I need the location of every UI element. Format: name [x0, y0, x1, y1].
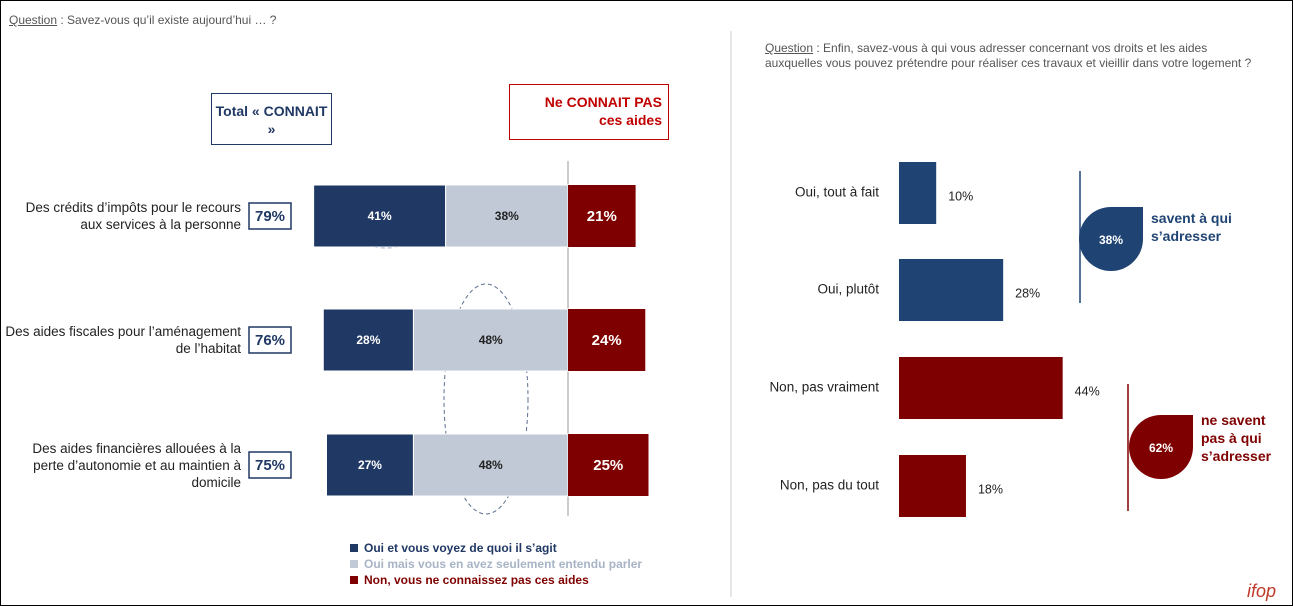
- bar-segment: [412, 433, 569, 497]
- value-label: 28%: [1015, 286, 1040, 300]
- category-label: Des crédits d’impôts pour le recours aux…: [25, 200, 241, 232]
- group-value: 62%: [1149, 441, 1173, 455]
- bar-segment: [412, 308, 569, 372]
- bar-segment: [445, 184, 569, 248]
- legend-item: Oui et vous voyez de quoi il s’agit: [350, 541, 557, 555]
- total-box: [248, 202, 292, 230]
- value-label: 38%: [495, 209, 519, 223]
- category-label: Oui, plutôt: [817, 282, 879, 297]
- legend-swatch: [350, 576, 358, 584]
- question: Question : Enfin, savez-vous à qui vous …: [765, 41, 1265, 71]
- bar-segment: [568, 185, 636, 247]
- category-label: Non, pas vraiment: [769, 380, 879, 395]
- bar: [899, 259, 1004, 321]
- value-label: 21%: [587, 208, 617, 225]
- bar: [899, 455, 966, 517]
- total-label: 76%: [255, 332, 285, 349]
- negative-header: Ne CONNAIT PAS ces aides: [509, 84, 669, 140]
- question-text: : Savez-vous qu’il existe aujourd’hui … …: [57, 13, 277, 27]
- value-label: 28%: [356, 333, 380, 347]
- legend-label: Oui et vous voyez de quoi il s’agit: [364, 541, 557, 555]
- bar-segment: [322, 308, 414, 372]
- bar-segment: [568, 309, 646, 371]
- category-label: Oui, tout à fait: [795, 185, 879, 200]
- question-label: Question: [9, 13, 58, 27]
- highlight: [443, 283, 529, 515]
- group-label: ne savent pas à qui s’adresser: [1201, 412, 1272, 464]
- total-label: 75%: [255, 457, 285, 474]
- question-label: Question: [765, 41, 814, 55]
- legend-item: Oui mais vous en avez seulement entendu …: [350, 557, 642, 571]
- value-label: 25%: [593, 457, 623, 474]
- total-box: [248, 326, 292, 354]
- legend-label: Oui mais vous en avez seulement entendu …: [364, 557, 643, 571]
- logo: ifop: [1246, 581, 1276, 601]
- question: Question : Savez-vous qu’il existe aujou…: [9, 13, 276, 27]
- bar-segment: [568, 434, 649, 496]
- group-badge: [1129, 415, 1193, 479]
- bar-segment: [313, 184, 447, 248]
- value-label: 48%: [479, 458, 503, 472]
- value-label: 10%: [948, 189, 973, 203]
- bar: [899, 357, 1063, 419]
- legend-item: Non, vous ne connaissez pas ces aides: [350, 573, 589, 587]
- value-label: 44%: [1075, 384, 1100, 398]
- value-label: 48%: [479, 333, 503, 347]
- total-box: [248, 451, 292, 479]
- category-label: Des aides fiscales pour l’aménagement de…: [5, 324, 241, 356]
- legend-label: Non, vous ne connaissez pas ces aides: [364, 573, 589, 587]
- category-label: Non, pas du tout: [780, 478, 879, 493]
- value-label: 24%: [592, 332, 622, 349]
- bar-segment: [326, 433, 414, 497]
- category-label: Des aides financières allouées à la pert…: [32, 440, 241, 490]
- bar: [899, 162, 937, 224]
- value-label: 27%: [358, 458, 382, 472]
- legend-swatch: [350, 544, 358, 552]
- total-label: 79%: [255, 208, 285, 225]
- group-label: savent à qui s’adresser: [1151, 210, 1232, 244]
- group-value: 38%: [1099, 233, 1123, 247]
- question-text: : Enfin, savez-vous à qui vous adresser …: [765, 41, 1252, 70]
- legend-swatch: [350, 560, 358, 568]
- value-label: 18%: [978, 482, 1003, 496]
- value-label: 41%: [368, 209, 392, 223]
- group-badge: [1079, 207, 1143, 271]
- total-header: Total « CONNAIT »: [211, 93, 332, 145]
